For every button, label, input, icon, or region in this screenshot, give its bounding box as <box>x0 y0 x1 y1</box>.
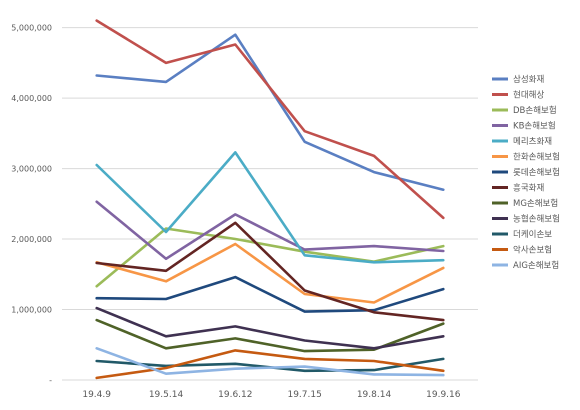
series-line <box>95 200 445 261</box>
y-tick-label: - <box>49 376 52 385</box>
legend-label: DB손해보험 <box>513 106 557 116</box>
series-line <box>95 357 445 373</box>
series-line <box>95 151 445 264</box>
series-line <box>95 275 445 313</box>
legend-label: 삼성화재 <box>513 74 544 85</box>
series-line <box>95 346 445 377</box>
x-axis-tick-labels: 19.4.9 19.5.14 19.6.12 19.7.15 19.8.14 19.9.1… <box>82 390 460 400</box>
x-tick-label: 19.8.14 <box>357 390 392 400</box>
legend-label: 흥국화재 <box>513 183 544 194</box>
x-tick-label: 19.5.14 <box>149 390 184 400</box>
series-line <box>95 227 445 288</box>
x-tick-label: 19.4.9 <box>82 390 111 400</box>
legend-label: 악사손보험 <box>513 245 552 256</box>
series-lines <box>95 19 445 380</box>
series-line <box>95 19 445 220</box>
y-tick-label: 1,000,000 <box>11 306 52 315</box>
y-tick-label: 5,000,000 <box>11 24 52 33</box>
series-line <box>95 306 445 350</box>
legend-label: 현대해상 <box>513 90 544 101</box>
legend-label: 더케이손보 <box>513 229 552 240</box>
y-tick-label: 2,000,000 <box>11 235 52 244</box>
series-line <box>95 33 445 191</box>
legend-label: MG손해보험 <box>513 199 558 209</box>
legend-label: 메리츠화재 <box>513 137 552 147</box>
legend-label: 농협손해보험 <box>513 214 560 225</box>
x-tick-label: 19.6.12 <box>218 390 252 400</box>
legend-label: 롯데손해보험 <box>513 168 560 178</box>
x-tick-label: 19.9.16 <box>426 390 461 400</box>
y-tick-label: 4,000,000 <box>11 94 52 103</box>
y-tick-label: 3,000,000 <box>11 165 52 174</box>
series-line <box>95 242 445 304</box>
legend-label: 한화손해보험 <box>513 153 560 163</box>
series-line <box>95 221 445 322</box>
x-tick-label: 19.7.15 <box>287 390 321 400</box>
y-axis-tick-labels: - 1,000,000 2,000,000 3,000,000 4,000,000 5,0… <box>11 24 52 385</box>
legend-label: KB손해보험 <box>513 122 556 132</box>
gridlines <box>62 27 478 381</box>
legend-label: AIG손해보험 <box>513 261 559 271</box>
